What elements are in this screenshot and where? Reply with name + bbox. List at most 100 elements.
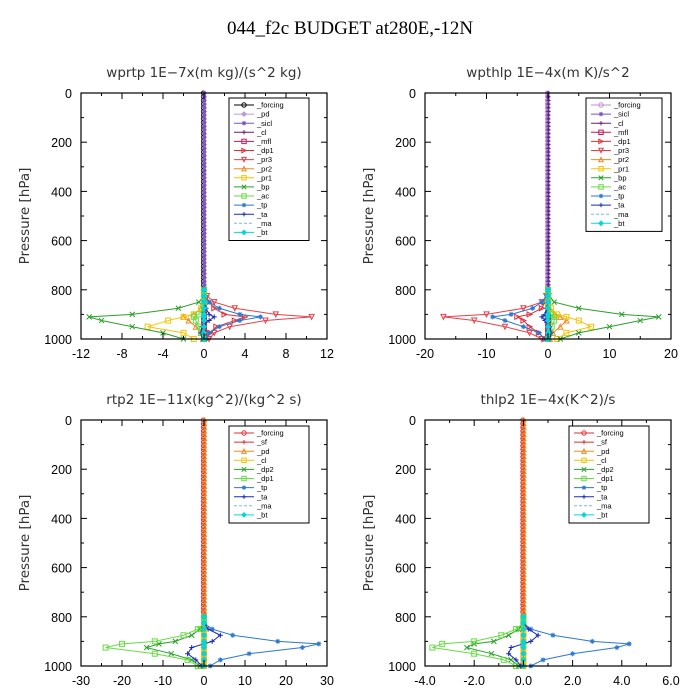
y-tick-label: 400 [51,185,72,199]
legend-label: _ma [596,501,612,510]
zero-marker [202,282,207,287]
legend-label: _cl [613,119,624,128]
data-point [160,329,166,336]
x-tick-label: -20 [113,674,131,688]
zero-marker [546,271,551,276]
data-point [194,626,201,633]
legend-label: _forcing [613,101,641,110]
legend-label: _dp1 [596,474,614,483]
x-tick-label: 10 [238,674,252,688]
legend-label: _ta [256,492,268,501]
data-point [570,651,576,657]
legend-label: _bt [613,219,625,228]
zero-marker [202,138,207,143]
zero-marker [202,102,207,107]
legend-marker [597,147,605,154]
legend-label: _ac [256,192,269,201]
zero-marker [202,257,207,262]
zero-marker [202,223,207,228]
zero-marker [202,153,207,158]
legend-marker [241,111,247,118]
zero-marker [202,212,207,217]
zero-marker [546,161,551,166]
data-point [188,632,195,639]
zero-marker [202,183,207,188]
zero-marker [546,279,551,284]
zero-marker [202,172,207,177]
data-point [200,644,208,651]
zero-marker [202,124,207,129]
data-point [200,323,208,330]
zero-marker [546,212,551,217]
zero-marker [546,198,551,203]
zero-marker [546,138,551,143]
y-tick-label: 600 [51,235,72,249]
x-tick-label: 8 [283,347,290,361]
data-point [217,657,223,663]
legend-marker [581,439,587,445]
zero-marker [546,124,551,129]
legend-label: _pr3 [613,146,629,155]
data-point [575,317,582,324]
zero-profile-markers [200,416,208,615]
legend-marker [598,184,604,190]
data-point [544,311,552,318]
data-point [196,299,202,305]
legend-marker [241,439,247,445]
legend-marker [241,184,247,190]
y-tick-label: 200 [395,136,416,150]
legend-label: _tp [256,483,267,492]
y-tick-label: 600 [395,562,416,576]
data-point [525,626,531,632]
data-point [526,329,533,337]
legend-marker [240,447,248,454]
data-point [200,298,208,306]
series-line-bp [89,289,205,340]
zero-marker [546,142,551,147]
zero-marker [202,146,207,151]
legend-marker [581,475,587,482]
legend-label: _ta [613,201,625,210]
zero-marker [546,257,551,262]
data-point [129,323,136,330]
legend-label: _bt [596,511,608,520]
zero-marker [546,98,551,103]
y-tick-label: 200 [395,463,416,477]
legend-label: _dp1 [256,474,274,483]
zero-marker [546,209,551,214]
data-point [102,644,109,651]
series-group [440,286,662,343]
legend-marker [241,485,247,490]
legend-box [585,97,663,232]
data-point [210,299,218,306]
data-point [211,304,218,312]
data-point [180,632,187,639]
legend: _forcing_sf_pd_cl_dp2_dp1_tp_ta_ma_bt [568,425,650,524]
series-line-dp1 [203,289,246,340]
zero-marker [546,157,551,162]
data-point [626,641,632,647]
y-tick-label: 1000 [388,660,416,674]
data-point [299,645,305,651]
zero-marker [546,194,551,199]
data-point [193,657,199,663]
data-point [520,317,528,324]
data-point [237,311,243,317]
data-point [200,305,208,312]
zero-marker [202,157,207,162]
data-point [505,632,512,639]
zero-marker [546,231,551,236]
data-point [520,632,527,639]
x-tick-label: -4 [157,347,168,361]
zero-marker [546,150,551,155]
series-line-dp2 [465,616,524,667]
data-point [221,311,229,318]
series-line-tp [203,616,319,667]
zero-marker [202,231,207,236]
data-point [439,640,446,647]
data-point [563,329,570,336]
zero-marker [521,608,527,615]
legend-label: _ac [613,183,626,192]
zero-marker [546,264,551,269]
